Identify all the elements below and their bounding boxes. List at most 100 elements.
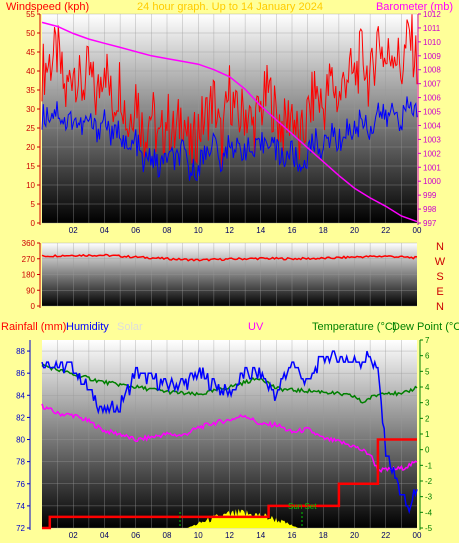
left-tick-label: 20 — [26, 143, 35, 152]
left-tick-label: 0 — [31, 302, 36, 311]
right-tick-label: 3 — [425, 399, 430, 408]
temperature-axis-label: Temperature (°C) — [312, 321, 396, 333]
direction-axes: 0 90 180 270 360 — [22, 239, 41, 311]
left-tick-label: 88 — [16, 347, 25, 356]
right-tick-label: 1010 — [423, 38, 441, 47]
x-tick-label: 18 — [319, 226, 328, 235]
x-tick-label: 12 — [225, 531, 234, 540]
direction-series — [41, 253, 418, 262]
left-tick-label: 78 — [16, 458, 25, 467]
left-tick-label: 76 — [16, 480, 25, 489]
gust-series-line — [41, 14, 418, 171]
date-title: 24 hour graph. Up to 14 January 2024 — [137, 1, 323, 13]
x-tick-label: 06 — [131, 226, 140, 235]
barometer-series-line — [41, 21, 418, 223]
left-tick-label: 360 — [22, 239, 36, 248]
wind-barometer-chart: 02 04 06 08 10 12 14 16 18 20 22 000510152025303540… — [6, 1, 453, 235]
right-tick-label: 5 — [425, 367, 430, 376]
right-tick-label: -4 — [425, 508, 433, 517]
direction-grid — [42, 242, 417, 307]
barometer-axis-label: Barometer (mb) — [376, 1, 453, 13]
right-tick-label: 997 — [423, 219, 437, 228]
left-tick-label: 30 — [26, 105, 35, 114]
x-tick-label: 16 — [288, 226, 297, 235]
right-tick-label: -5 — [425, 524, 433, 533]
left-tick-label: 90 — [26, 286, 35, 295]
left-tick-label: 25 — [26, 124, 35, 133]
wind-direction-chart: 0 90 180 270 360 N W S E N — [22, 239, 446, 313]
sun-set-label: Sun Set — [288, 502, 317, 511]
humidity-series — [41, 350, 418, 530]
humidity-series-line — [41, 350, 418, 515]
x-tick-label: 12 — [225, 226, 234, 235]
rainfall-series-line — [42, 438, 417, 530]
x-tick-label: 00 — [413, 531, 422, 540]
x-tick-label: 22 — [381, 226, 390, 235]
average-series-line — [41, 96, 418, 182]
left-tick-label: 40 — [26, 67, 35, 76]
right-tick-label: 1003 — [423, 135, 441, 144]
right-tick-label: 1 — [425, 430, 430, 439]
x-tick-label: 08 — [163, 226, 172, 235]
right-tick-label: 7 — [425, 336, 430, 345]
compass-letter-s: S — [436, 271, 443, 283]
right-tick-label: 999 — [423, 191, 437, 200]
left-tick-label: 86 — [16, 369, 25, 378]
uv-axis-label: UV — [248, 321, 264, 333]
x-tick-label: 14 — [256, 226, 265, 235]
x-tick-label: 04 — [100, 226, 109, 235]
left-tick-label: 270 — [22, 255, 36, 264]
x-tick-label: 04 — [100, 531, 109, 540]
dewpoint-axis-label: Dew Point (°C — [392, 321, 459, 333]
right-tick-label: 0 — [425, 446, 430, 455]
right-tick-label: 1009 — [423, 52, 441, 61]
solar-area — [187, 508, 299, 528]
x-tick-label: 02 — [69, 226, 78, 235]
right-tick-label: 1007 — [423, 80, 441, 89]
left-tick-label: 74 — [16, 502, 25, 511]
right-tick-label: 1011 — [423, 24, 441, 33]
solar-area-fill — [187, 508, 299, 528]
x-tick-label: 20 — [350, 531, 359, 540]
right-tick-label: 1006 — [423, 94, 441, 103]
right-tick-label: 1004 — [423, 121, 441, 130]
compass-letter-w: W — [435, 256, 446, 268]
left-tick-label: 180 — [22, 271, 36, 280]
rainfall-axis-label: Rainfall (mm) — [1, 321, 66, 333]
wind-axes: 02 04 06 08 10 12 14 16 18 20 22 000510152025303540… — [26, 10, 441, 235]
compass-letter-n: N — [436, 241, 444, 253]
left-tick-label: 55 — [26, 10, 35, 19]
compass-letter-e: E — [436, 286, 443, 298]
x-tick-label: 10 — [194, 226, 203, 235]
humidity-axes: 02 04 06 08 10 12 14 16 18 20 22 007274767880828486… — [16, 336, 433, 540]
x-tick-label: 18 — [319, 531, 328, 540]
right-tick-label: 998 — [423, 205, 437, 214]
right-tick-label: 6 — [425, 352, 430, 361]
windspeed-axis-label: Windspeed (kph) — [6, 1, 89, 13]
solar-axis-label: Solar — [117, 321, 143, 333]
right-tick-label: 1001 — [423, 163, 441, 172]
direction-series-line — [41, 253, 418, 262]
left-tick-label: 35 — [26, 86, 35, 95]
right-tick-label: -3 — [425, 493, 433, 502]
x-tick-label: 06 — [131, 531, 140, 540]
compass-letter-n2: N — [436, 301, 444, 313]
x-tick-label: 02 — [69, 531, 78, 540]
left-tick-label: 5 — [31, 200, 36, 209]
left-tick-label: 10 — [26, 181, 35, 190]
right-tick-label: -1 — [425, 461, 433, 470]
left-tick-label: 15 — [26, 162, 35, 171]
x-tick-label: 10 — [194, 531, 203, 540]
right-tick-label: 1005 — [423, 108, 441, 117]
humidity-axis-label: Humidity — [66, 321, 109, 333]
left-tick-label: 82 — [16, 413, 25, 422]
left-tick-label: 50 — [26, 29, 35, 38]
left-tick-label: 84 — [16, 391, 25, 400]
wind-series — [41, 14, 418, 223]
left-tick-label: 80 — [16, 436, 25, 445]
left-tick-label: 0 — [31, 219, 36, 228]
x-tick-label: 00 — [413, 226, 422, 235]
temperature-series-line — [41, 403, 418, 474]
right-tick-label: -2 — [425, 477, 433, 486]
